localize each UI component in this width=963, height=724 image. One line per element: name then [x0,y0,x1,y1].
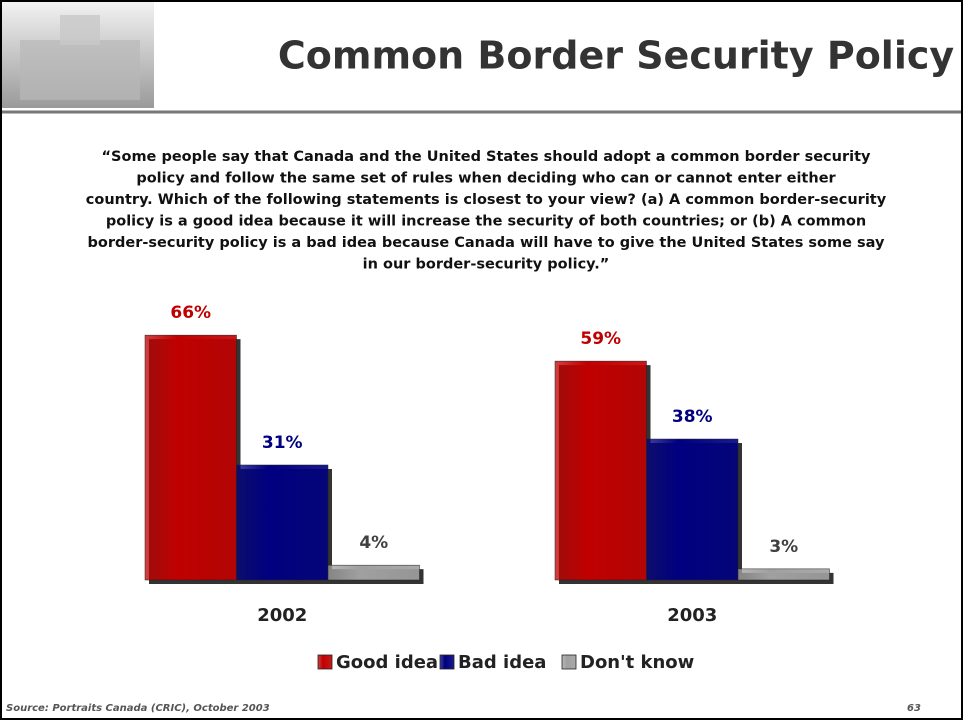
legend-swatch [439,654,455,670]
legend-label: Good idea [336,652,438,673]
bar [737,568,830,581]
value-label: 66% [170,303,211,323]
slide-title: Common Border Security Policy [278,34,955,78]
question-line: policy is a good idea because it will in… [106,214,866,230]
question-line: border-security policy is a bad idea bec… [88,235,885,251]
bar [144,334,237,581]
value-label: 59% [580,329,621,349]
page-number: 63 [907,703,921,714]
header-image [2,2,154,108]
bar [236,464,329,581]
legend-swatch [317,654,333,670]
x-tick-label: 2003 [667,605,717,626]
question-line: “Some people say that Canada and the Uni… [102,149,872,165]
question-line: country. Which of the following statemen… [86,192,887,208]
bar [554,360,647,581]
value-label: 3% [769,537,798,557]
x-tick-label: 2002 [257,605,307,626]
value-label: 38% [672,407,713,427]
value-label: 31% [262,433,303,453]
question-line: in our border-security policy.” [363,257,610,273]
value-label: 4% [359,533,388,553]
legend-label: Bad idea [458,652,546,673]
legend-label: Don't know [580,652,694,673]
bar [646,438,739,581]
question-line: policy and follow the same set of rules … [136,171,836,187]
legend-swatch [561,654,577,670]
bar [327,564,420,581]
source: Source: Portraits Canada (CRIC), October… [6,703,270,714]
